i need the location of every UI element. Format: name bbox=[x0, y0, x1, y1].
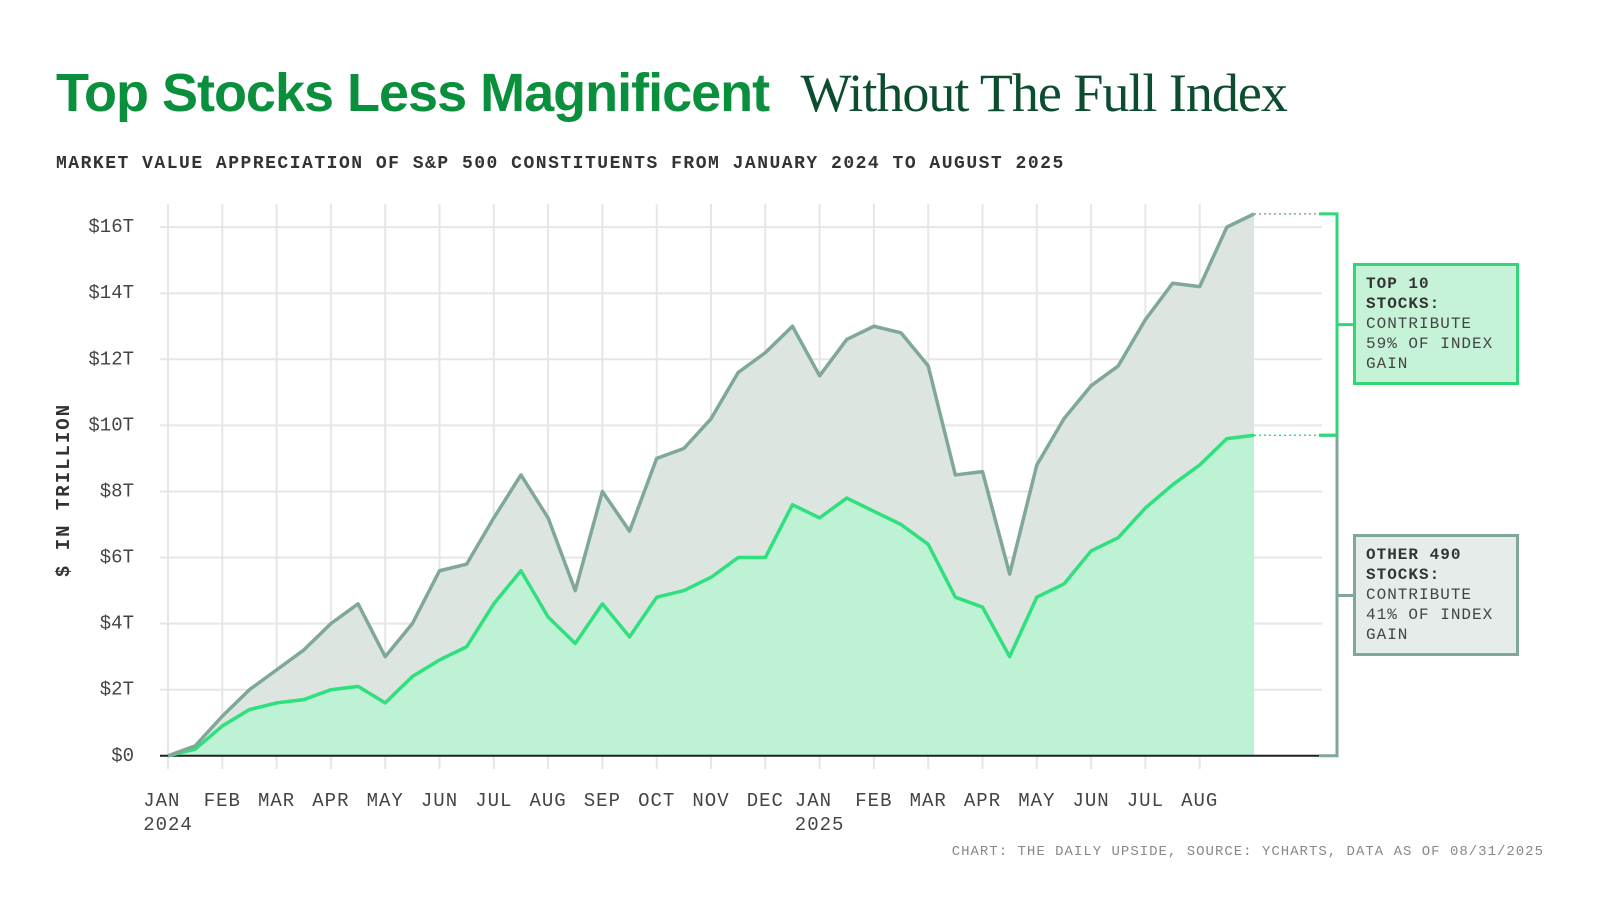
x-tick-label: JUL bbox=[1126, 790, 1164, 812]
y-tick-label: $10T bbox=[88, 414, 134, 436]
title-highlight: Top Stocks Less Magnificent bbox=[56, 63, 770, 123]
x-tick-label: JUN bbox=[1072, 790, 1110, 812]
bracket bbox=[1319, 433, 1353, 758]
y-axis-label: $ IN TRILLION bbox=[53, 403, 75, 577]
y-tick-label: $6T bbox=[100, 547, 134, 569]
y-tick-label: $12T bbox=[88, 348, 134, 370]
bracket bbox=[1319, 212, 1353, 437]
title-rest: Without The Full Index bbox=[800, 63, 1288, 123]
y-tick-label: $8T bbox=[100, 480, 134, 502]
annotation-title: TOP 10 STOCKS: bbox=[1366, 274, 1441, 313]
y-tick-label: $16T bbox=[88, 216, 134, 238]
x-tick-label: JUN bbox=[420, 790, 459, 812]
annotation-title: OTHER 490 STOCKS: bbox=[1366, 545, 1462, 584]
x-tick-label: DEC bbox=[746, 790, 784, 812]
x-tick-label: JAN 2024 bbox=[143, 790, 193, 836]
area bbox=[168, 435, 1254, 756]
x-tick-label: AUG bbox=[1181, 790, 1219, 812]
annotation-text: CONTRIBUTE 59% OF INDEX GAIN bbox=[1366, 314, 1494, 373]
annotation: TOP 10 STOCKS: CONTRIBUTE 59% OF INDEX GA… bbox=[1353, 262, 1519, 385]
area bbox=[168, 213, 1254, 756]
line bbox=[167, 433, 1255, 758]
source-note: CHART: THE DAILY UPSIDE, SOURCE: YCHARTS… bbox=[951, 844, 1544, 860]
x-tick-label: APR bbox=[963, 790, 1002, 812]
x-tick-label: APR bbox=[312, 790, 350, 812]
x-tick-label: FEB bbox=[855, 790, 893, 812]
y-tick-label: $2T bbox=[100, 679, 134, 701]
x-tick-label: MAR bbox=[257, 790, 296, 812]
annotation-text: CONTRIBUTE 41% OF INDEX GAIN bbox=[1366, 585, 1494, 644]
y-tick-label: $4T bbox=[100, 613, 134, 635]
x-tick-label: MAY bbox=[366, 790, 404, 812]
annotation: OTHER 490 STOCKS: CONTRIBUTE 41% OF INDEX… bbox=[1353, 533, 1519, 656]
x-tick-label: JUL bbox=[475, 790, 513, 812]
x-tick-label: FEB bbox=[203, 790, 241, 812]
chart-subtitle: MARKET VALUE APPRECIATION OF S&P 500 CON… bbox=[56, 154, 1065, 174]
x-tick-label: SEP bbox=[583, 790, 621, 812]
y-tick-label: $14T bbox=[88, 282, 134, 304]
x-tick-label: AUG bbox=[529, 790, 567, 812]
x-tick-label: NOV bbox=[692, 790, 730, 812]
y-tick-label: $0 bbox=[111, 745, 134, 767]
x-tick-label: MAY bbox=[1018, 790, 1056, 812]
chart-title: Top Stocks Less Magnificent Without The … bbox=[56, 62, 1288, 128]
x-tick-label: MAR bbox=[909, 790, 947, 812]
x-tick-label: JAN 2025 bbox=[794, 790, 845, 836]
line bbox=[167, 212, 1255, 758]
x-tick-label: OCT bbox=[638, 790, 676, 812]
